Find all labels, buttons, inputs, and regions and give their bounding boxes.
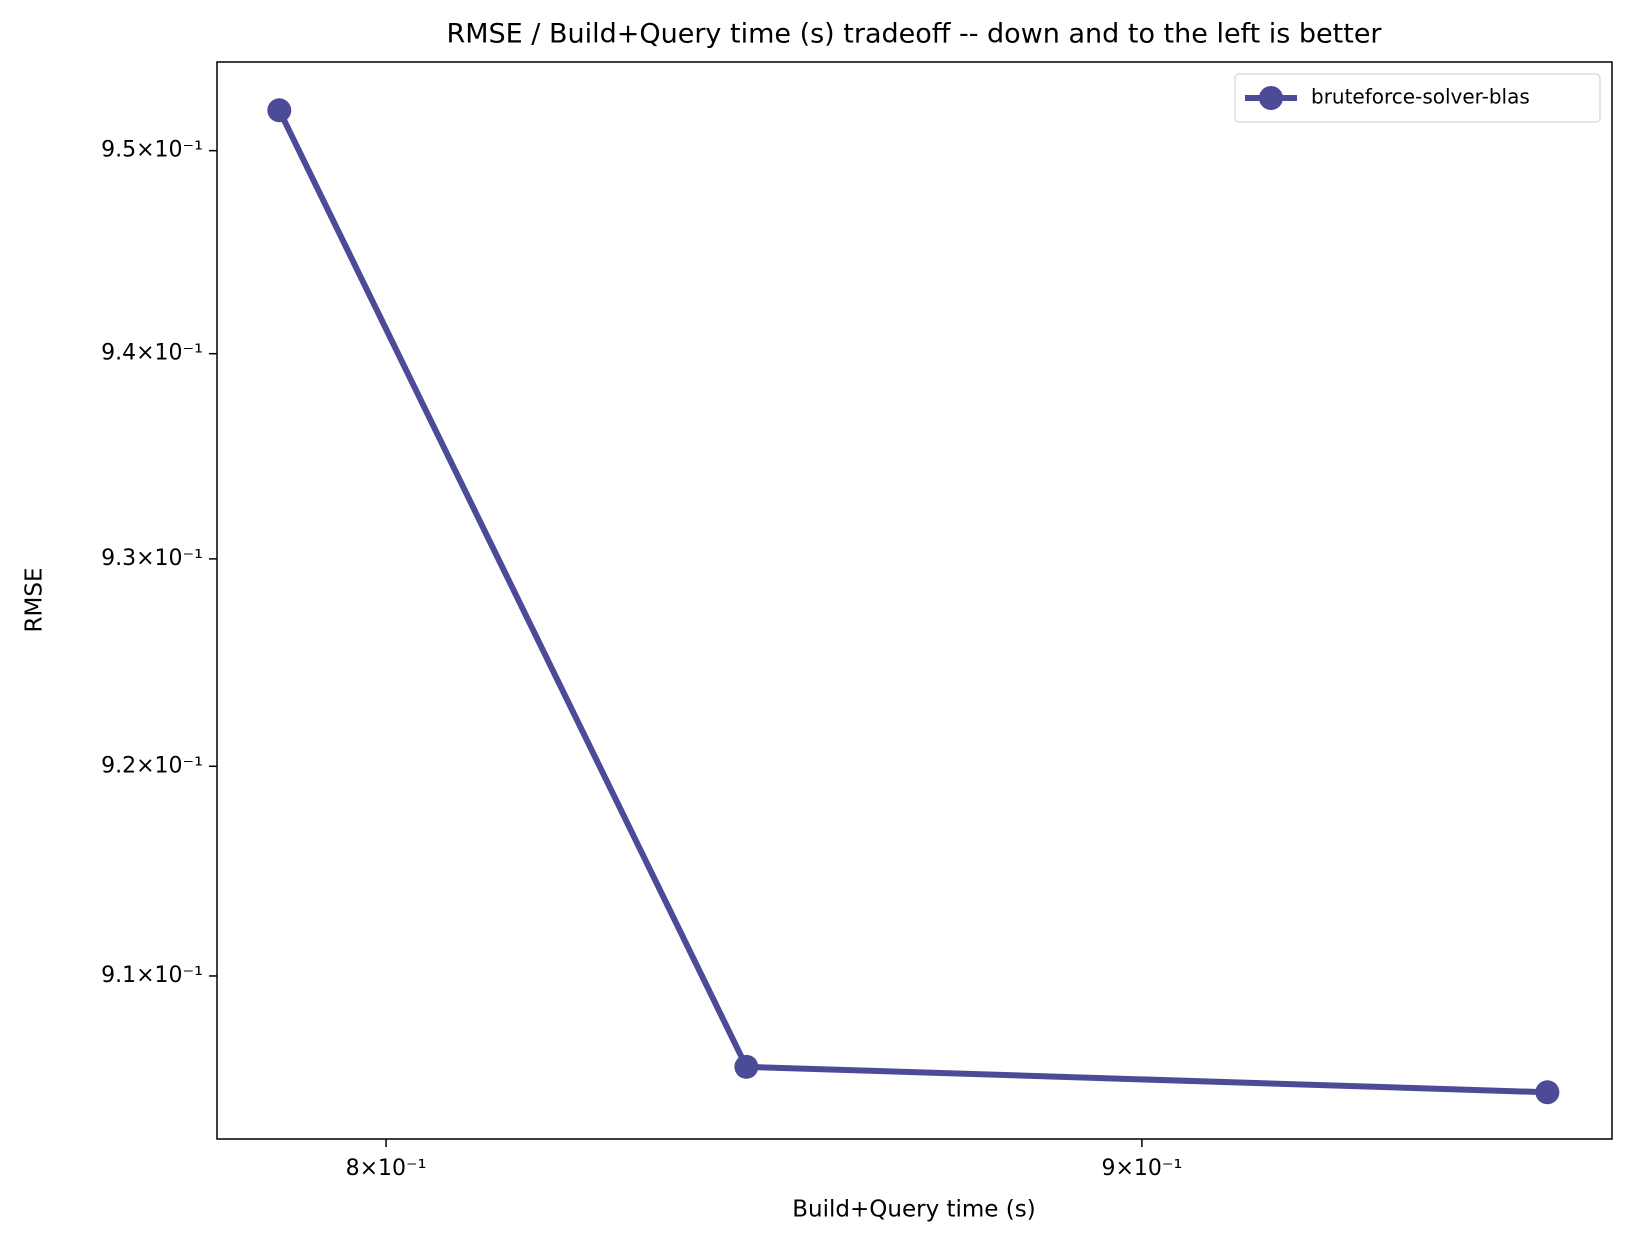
point (267, 98, 292, 123)
y-tick-label: 9.2×10⁻¹ (101, 753, 203, 778)
y-tick-label: 9.1×10⁻¹ (101, 963, 203, 988)
x-tick-label: 9×10⁻¹ (1101, 1156, 1182, 1181)
point (1535, 1080, 1560, 1105)
legend: bruteforce-solver-blas (1234, 73, 1601, 123)
y-tick-label: 9.3×10⁻¹ (101, 546, 203, 571)
x-tick-label: 8×10⁻¹ (346, 1156, 427, 1181)
chart-title: RMSE / Build+Query time (s) tradeoff -- … (446, 19, 1382, 50)
y-tick-label: 9.5×10⁻¹ (101, 138, 203, 163)
legend-marker (1259, 86, 1283, 110)
legend-label: bruteforce-solver-blas (1311, 85, 1530, 109)
y-tick-label: 9.4×10⁻¹ (101, 341, 203, 366)
y-axis-label: RMSE (22, 568, 48, 633)
point (734, 1054, 759, 1079)
x-axis-label: Build+Query time (s) (792, 1197, 1035, 1223)
plot-frame (216, 61, 1613, 1140)
legend-box (1234, 73, 1601, 123)
